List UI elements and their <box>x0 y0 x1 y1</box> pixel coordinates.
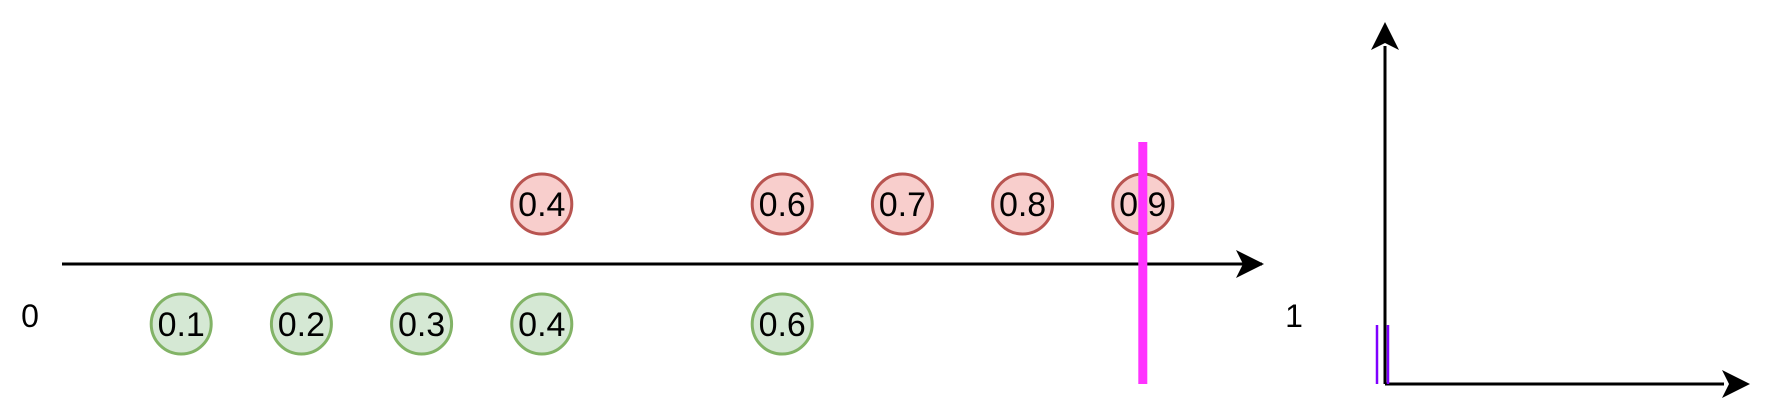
negative-circle <box>269 292 333 356</box>
positive-circle <box>510 172 574 236</box>
number-line-end-label: 1 <box>1285 298 1303 334</box>
x-axis-arrowhead <box>1722 370 1750 398</box>
positive-circle-label: 0.8 <box>999 186 1046 224</box>
number-line-start-label: 0 <box>21 298 39 334</box>
negative-circle <box>149 292 213 356</box>
negative-circle-label: 0.6 <box>759 306 806 344</box>
positive-circle <box>991 172 1055 236</box>
negative-circle-label: 0.4 <box>518 306 565 344</box>
negative-circle <box>390 292 454 356</box>
positive-circle-label: 0.6 <box>759 186 806 224</box>
positive-circle <box>870 172 934 236</box>
negative-circle <box>510 292 574 356</box>
positive-circle-label: 0.7 <box>879 186 926 224</box>
negative-circle-label: 0.1 <box>158 306 205 344</box>
negative-circle-label: 0.3 <box>398 306 445 344</box>
number-line-arrowhead <box>1236 250 1264 278</box>
positive-circle <box>750 172 814 236</box>
negative-circle-label: 0.2 <box>278 306 325 344</box>
negative-circle <box>750 292 814 356</box>
positive-circle-label: 0.4 <box>518 186 565 224</box>
negative-circles: 0.1 0.2 0.3 0.4 0.6 <box>149 292 814 356</box>
positive-circles: 0.40.60.70.80.9 <box>510 172 1175 236</box>
y-axis-arrowhead <box>1371 22 1399 50</box>
